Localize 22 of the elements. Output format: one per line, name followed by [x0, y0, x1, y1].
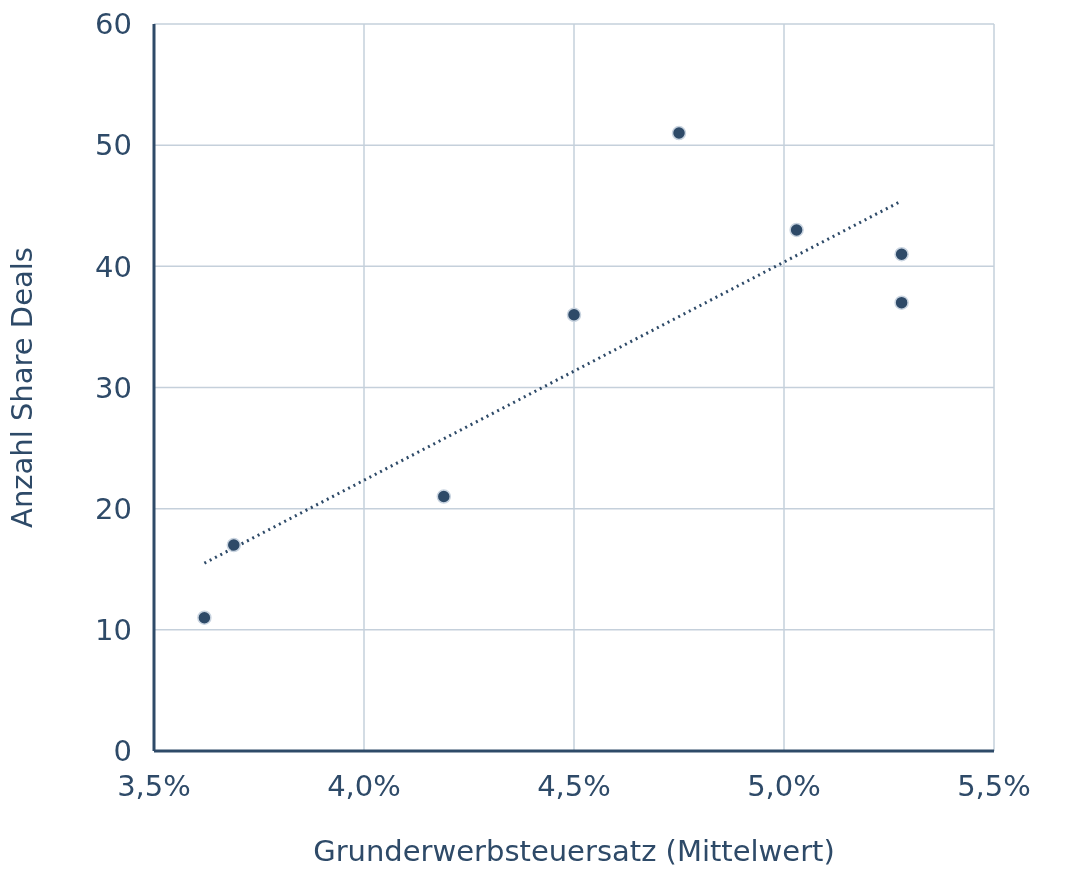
point: [894, 295, 909, 310]
y-tick-label: 40: [95, 249, 132, 284]
y-tick-label: 20: [95, 491, 132, 526]
y-axis-title: Anzahl Share Deals: [5, 247, 40, 528]
y-tick-label: 10: [95, 613, 132, 648]
y-tick-label: 60: [95, 7, 132, 42]
x-tick-label: 5,0%: [747, 768, 821, 803]
point: [197, 610, 212, 625]
x-tick-label: 4,5%: [537, 768, 611, 803]
x-axis-title: Grunderwerbsteuersatz (Mittelwert): [313, 834, 835, 868]
y-tick-label: 0: [113, 734, 132, 769]
point: [671, 125, 687, 141]
point: [566, 307, 582, 323]
point: [436, 489, 452, 504]
point: [894, 246, 909, 262]
x-tick-label: 5,5%: [957, 768, 1031, 803]
y-tick-label: 50: [95, 128, 132, 163]
point: [226, 537, 242, 553]
y-tick-label: 30: [95, 370, 132, 405]
point: [789, 222, 804, 238]
x-tick-label: 4,0%: [327, 768, 401, 803]
x-tick-label: 3,5%: [117, 768, 191, 803]
